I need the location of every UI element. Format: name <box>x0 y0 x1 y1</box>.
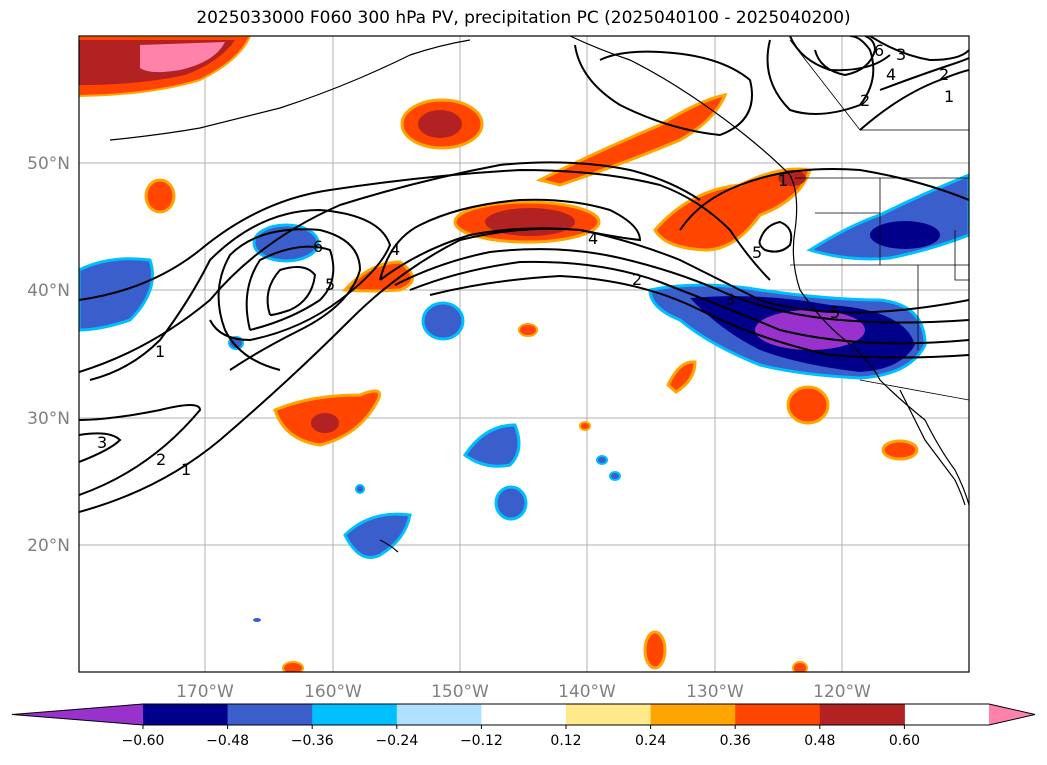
contour-label: 1 <box>181 460 191 479</box>
latitude-labels: 50°N 40°N 30°N 20°N <box>27 154 70 556</box>
contour-label: 5 <box>830 303 840 322</box>
pv-contours <box>79 36 969 513</box>
lat-label: 40°N <box>27 281 70 301</box>
colorbar-segment <box>650 704 736 725</box>
colorbar-tick-label: 0.36 <box>720 733 751 749</box>
contour-label: 3 <box>725 290 735 309</box>
coastlines <box>109 36 969 553</box>
colorbar-segment <box>396 704 482 725</box>
contour-label: 1 <box>778 171 788 190</box>
lon-label: 150°W <box>431 682 489 702</box>
contour-label: 6 <box>313 237 323 256</box>
colorbar-tick-label: 0.24 <box>635 733 666 749</box>
contour-label: 4 <box>886 65 896 84</box>
colorbar-segment <box>481 704 567 725</box>
contour-labels: 1 2 3 4 5 6 1 2 3 4 5 6 4 2 1 2 3 1 5 <box>97 41 954 479</box>
colorbar-tick-label: −0.24 <box>375 733 418 749</box>
colorbar-segment <box>143 704 229 725</box>
colorbar-tick-label: −0.48 <box>206 733 249 749</box>
figure-title: 2025033000 F060 300 hPa PV, precipitatio… <box>196 8 851 28</box>
contour-label: 2 <box>632 270 642 289</box>
lat-label: 50°N <box>27 154 70 174</box>
contour-label: 2 <box>156 450 166 469</box>
longitude-labels: 170°W 160°W 150°W 140°W 130°W 120°W <box>176 682 871 702</box>
contour-label: 4 <box>390 240 400 259</box>
contour-label: 2 <box>939 65 949 84</box>
map-frame <box>78 35 970 673</box>
contour-label: 3 <box>896 45 906 64</box>
lon-label: 120°W <box>813 682 871 702</box>
colorbar-segment <box>312 704 398 725</box>
colorbar-segment <box>566 704 652 725</box>
lon-label: 170°W <box>176 682 234 702</box>
lon-label: 130°W <box>686 682 744 702</box>
contour-label: 5 <box>752 243 762 262</box>
colorbar-tick-label: −0.12 <box>460 733 503 749</box>
colorbar-extend-right <box>989 704 1035 725</box>
contour-label: 3 <box>97 433 107 452</box>
colorbar-extend-left <box>12 704 143 725</box>
colorbar-tick-label: −0.60 <box>122 733 165 749</box>
colorbar-segment <box>819 704 905 725</box>
contour-label: 6 <box>874 41 884 60</box>
colorbar-segment <box>227 704 313 725</box>
colorbar: −0.60 −0.48 −0.36 −0.24 −0.12 0.12 0.24 0.36 0.4… <box>11 703 1036 749</box>
colorbar-segment <box>735 704 821 725</box>
contour-label: 1 <box>155 342 165 361</box>
colorbar-tick-label: 0.60 <box>889 733 920 749</box>
lat-label: 20°N <box>27 536 70 556</box>
lon-label: 140°W <box>558 682 616 702</box>
lat-label: 30°N <box>27 409 70 429</box>
contour-label: 4 <box>588 229 598 248</box>
contour-label: 2 <box>860 91 870 110</box>
lon-label: 160°W <box>304 682 362 702</box>
colorbar-tick-label: −0.36 <box>291 733 334 749</box>
contour-label: 5 <box>325 275 335 294</box>
colorbar-tick-label: 0.12 <box>550 733 581 749</box>
colorbar-tick-label: 0.48 <box>804 733 835 749</box>
contour-label: 1 <box>944 87 954 106</box>
